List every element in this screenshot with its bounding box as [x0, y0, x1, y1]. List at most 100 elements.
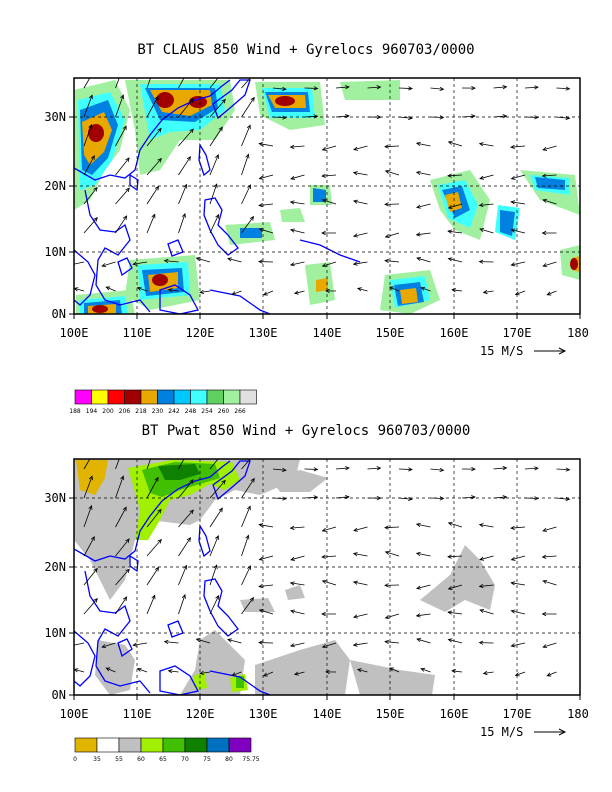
- wind-vector-head: [510, 643, 516, 648]
- x-tick-label: 170E: [503, 326, 532, 340]
- y-tick-label: 30N: [44, 491, 66, 505]
- wind-vector: [511, 526, 526, 529]
- wind-vector: [416, 257, 431, 263]
- wind-vector: [353, 200, 368, 205]
- wind-vector-head: [514, 291, 520, 296]
- wind-vector-head: [258, 523, 264, 528]
- wind-vector: [542, 526, 557, 532]
- wind-vector: [430, 497, 444, 499]
- wind-vector: [547, 290, 557, 296]
- wind-vector-head: [245, 153, 250, 159]
- wind-vector-head: [120, 94, 125, 100]
- x-tick-label: 120E: [186, 707, 215, 721]
- wind-vector-head: [447, 610, 453, 615]
- wind-vector-head: [510, 228, 516, 233]
- wind-vector-head: [325, 288, 330, 294]
- wind-vector-head: [152, 65, 155, 69]
- wind-vector-head: [157, 508, 162, 514]
- wind-vector: [448, 522, 463, 528]
- wind-vector: [231, 671, 242, 676]
- wind-vector: [115, 596, 127, 615]
- wind-vector: [398, 468, 413, 470]
- wind-vector-head: [154, 95, 159, 101]
- wind-vector: [209, 535, 219, 557]
- wind-vector: [146, 96, 159, 118]
- wind-vector-head: [542, 527, 548, 532]
- wind-vector-head: [218, 507, 223, 513]
- wind-vector: [196, 638, 211, 644]
- wind-vector-head: [384, 639, 389, 645]
- wind-vector-head: [321, 146, 327, 151]
- y-tick-label: 20N: [44, 560, 66, 574]
- wind-vector: [542, 145, 557, 151]
- vector-scale-arrow: [534, 347, 567, 355]
- wind-vector-head: [136, 286, 142, 291]
- wind-vector: [74, 669, 85, 673]
- wind-vector: [398, 497, 412, 500]
- wind-vector: [385, 232, 400, 238]
- wind-vector-head: [258, 227, 264, 232]
- wind-vector-head: [384, 550, 390, 555]
- wind-vector: [209, 154, 219, 176]
- wind-vector-head: [565, 86, 571, 91]
- wind-vector: [357, 668, 368, 673]
- wind-vector: [416, 203, 431, 208]
- wind-vector-head: [408, 86, 413, 91]
- wind-vector-head: [416, 638, 422, 643]
- wind-vector-head: [186, 156, 191, 161]
- wind-vector: [511, 610, 526, 615]
- wind-vector: [115, 215, 127, 234]
- x-tick-label: 110E: [123, 326, 152, 340]
- wind-vector-head: [167, 669, 173, 674]
- wind-vector-head: [187, 448, 190, 452]
- wind-vector: [102, 642, 116, 648]
- wind-vector-head: [478, 583, 484, 589]
- y-tick-label: 0N: [52, 688, 66, 702]
- legend-swatch: [124, 389, 142, 405]
- wind-vector: [209, 507, 223, 528]
- wind-vector: [83, 536, 95, 557]
- wind-vector-head: [376, 85, 382, 90]
- wind-vector: [511, 201, 526, 205]
- wind-vector-head: [246, 124, 251, 130]
- wind-vector-head: [384, 583, 389, 588]
- wind-vector-head: [415, 613, 421, 618]
- legend-label: 70: [181, 756, 189, 763]
- top-map-panel: 100E 110E 120E 130E 140E 150E 160E 170E …: [44, 65, 589, 415]
- wind-vector: [542, 555, 557, 558]
- wind-vector-head: [541, 230, 547, 236]
- wind-vector-head: [101, 263, 107, 268]
- wind-vector: [542, 580, 557, 586]
- wind-vector: [542, 261, 557, 267]
- wind-vector-head: [447, 585, 453, 590]
- wind-vector: [448, 141, 463, 147]
- wind-vector-head: [154, 476, 159, 482]
- x-tick-label: 140E: [313, 326, 342, 340]
- wind-vector: [556, 497, 570, 500]
- wind-vector: [146, 477, 159, 499]
- wind-vector-head: [534, 85, 539, 90]
- wind-vector-head: [482, 670, 488, 676]
- legend-label: 35: [93, 756, 101, 763]
- wind-vector-head: [439, 115, 445, 120]
- wind-vector: [241, 506, 251, 528]
- wind-vector-head: [502, 85, 508, 90]
- wind-vector: [146, 509, 162, 528]
- wind-vector-head: [93, 67, 96, 71]
- wind-vector: [115, 475, 124, 499]
- wind-vector: [259, 174, 274, 180]
- wind-vector-head: [282, 86, 287, 92]
- wind-vector: [542, 174, 557, 177]
- wind-vector-head: [93, 448, 96, 452]
- wind-vector-head: [120, 475, 125, 481]
- wind-vector: [448, 611, 463, 615]
- wind-vector-head: [247, 184, 251, 190]
- wind-vector-head: [157, 157, 162, 163]
- wind-vector: [115, 126, 127, 147]
- wind-vector: [74, 642, 85, 646]
- wind-vector-head: [215, 154, 219, 159]
- wind-vector: [448, 258, 463, 263]
- legend-swatch: [162, 737, 186, 753]
- legend-label: 248: [185, 408, 197, 415]
- wind-vector-head: [132, 642, 138, 647]
